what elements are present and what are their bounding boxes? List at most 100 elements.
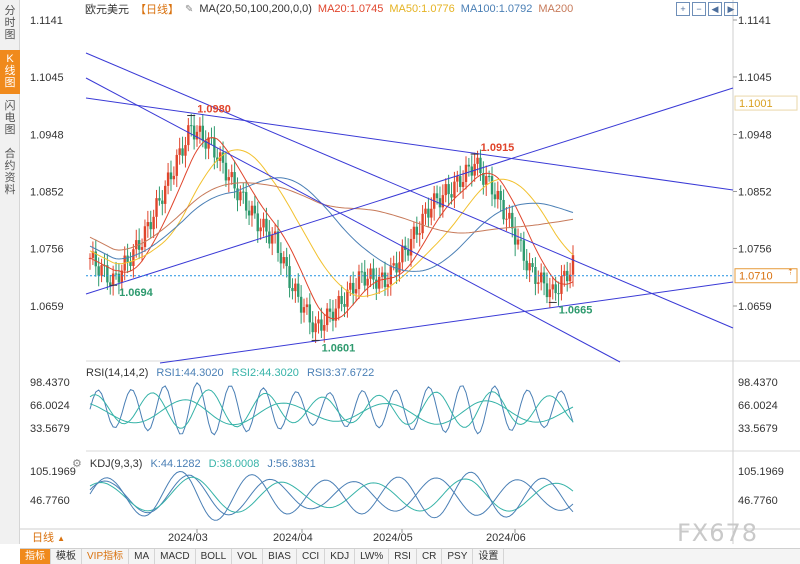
candle-body [522, 240, 526, 261]
kdj-tick-label-right: 105.1969 [738, 466, 784, 478]
candle-body [386, 284, 390, 288]
rsi1-value: RSI1:44.3020 [156, 366, 224, 379]
candle-body [453, 181, 456, 198]
candle-body [317, 319, 320, 324]
candle-body [406, 250, 410, 256]
candle-body [305, 304, 309, 308]
candle-body [129, 261, 132, 266]
candle-body [392, 263, 395, 266]
candle-body [340, 295, 343, 305]
period-label: 【日线】 [135, 4, 179, 16]
kdj-tick-label-right: 46.7760 [738, 495, 778, 507]
price-tick-label-right: 1.1141 [738, 15, 771, 27]
ma100-line [89, 177, 574, 272]
candle-body [427, 208, 430, 218]
candle-body [357, 271, 361, 290]
indicator-tab-template[interactable]: 模板 [51, 549, 82, 564]
candle-body [236, 188, 239, 201]
indicator-tab-lw[interactable]: LW% [355, 549, 390, 564]
indicator-tab-vip[interactable]: VIP指标 [82, 549, 130, 564]
candle-body [542, 272, 546, 284]
zoom-in-icon[interactable]: + [676, 2, 690, 16]
low-annotation: 1.0665 [559, 304, 593, 316]
tab-lightning[interactable]: 闪电图 [4, 100, 16, 136]
candle-body [117, 273, 121, 283]
price-tick-label-left: 1.0852 [30, 186, 64, 198]
indicator-tab-rsi[interactable]: RSI [389, 549, 417, 564]
marker-price-tag [734, 95, 798, 111]
rsi-title[interactable]: RSI(14,14,2) [86, 366, 149, 379]
candle-body [568, 274, 572, 282]
price-tick-label-right: 1.1045 [738, 72, 772, 84]
trendline-support-lower [159, 281, 734, 364]
price-tick-label-left: 1.1141 [30, 15, 63, 27]
indicator-tab-vol[interactable]: VOL [232, 549, 264, 564]
candle-body [531, 263, 534, 268]
kdj-d-value: D:38.0008 [208, 457, 260, 470]
trendline-support-rising [85, 87, 734, 295]
zoom-out-icon[interactable]: − [692, 2, 706, 16]
scroll-right-icon[interactable]: ▶ [724, 2, 738, 16]
rsi-tick-label-left: 33.5679 [30, 423, 70, 435]
indicator-tab-boll[interactable]: BOLL [196, 549, 233, 564]
indicator-tab-cr[interactable]: CR [417, 549, 443, 564]
candle-body [271, 234, 274, 244]
indicator-tab-settings[interactable]: 设置 [473, 549, 505, 564]
indicator-tab-bias[interactable]: BIAS [263, 549, 297, 564]
candle-body [328, 308, 332, 312]
kdj-j-value: J:56.3831 [267, 457, 316, 470]
chart-canvas[interactable]: 1.1141 1.1141 1.1045 1.1045 1.0948 1.0948 1.08… [0, 0, 800, 548]
candle-body [346, 289, 349, 307]
candle-body [256, 213, 259, 232]
edit-icon[interactable]: ✎ [185, 3, 194, 15]
price-tick-label-left: 1.1045 [30, 72, 64, 84]
indicator-tab-kdj[interactable]: KDJ [325, 549, 356, 564]
ma200-line [89, 182, 574, 251]
indicator-tab-psy[interactable]: PSY [442, 549, 474, 564]
candle-body [114, 273, 118, 275]
scroll-left-icon[interactable]: ◀ [708, 2, 722, 16]
candle-body [288, 266, 291, 288]
indicator-tab-macd[interactable]: MACD [155, 549, 196, 564]
candle-body [273, 231, 277, 235]
candle-body [299, 296, 303, 313]
candle-body [343, 304, 346, 307]
candle-body [351, 282, 355, 294]
candle-body [375, 279, 378, 289]
candle-body [276, 231, 280, 253]
chevron-up-icon: ▲ [57, 534, 65, 543]
candle-body [398, 262, 401, 273]
candle-body [149, 222, 152, 230]
candle-body [239, 191, 242, 201]
kdj-tick-label-left: 105.1969 [30, 466, 76, 478]
tab-contract-info[interactable]: 合约资料 [4, 148, 16, 196]
candle-body [513, 228, 517, 245]
current-price-value: 1.0710 [739, 271, 773, 283]
date-tick-label: 2024/03 [168, 532, 208, 544]
kdj-settings-icon[interactable]: ⚙ [72, 458, 82, 470]
candle-body [221, 152, 225, 163]
candle-body [331, 311, 335, 321]
rsi-header: RSI(14,14,2) RSI1:44.3020 RSI2:44.3020 R… [86, 366, 374, 379]
indicator-tab-ma[interactable]: MA [129, 549, 156, 564]
candle-body [323, 325, 326, 331]
ma50-line [89, 149, 574, 297]
tab-kline[interactable]: K线图 [0, 50, 20, 94]
ma-settings[interactable]: MA(20,50,100,200,0,0) [199, 3, 312, 15]
candle-body [282, 257, 285, 264]
indicator-tab-index[interactable]: 指标 [20, 549, 51, 564]
chart-header: 欧元美元 【日线】 ✎ MA(20,50,100,200,0,0) MA20:1… [85, 2, 573, 16]
ma20-value: MA20:1.0745 [317, 3, 384, 15]
candle-body [126, 255, 129, 262]
candle-body [548, 289, 552, 298]
kdj-title[interactable]: KDJ(9,3,3) [89, 457, 143, 470]
period-selector[interactable]: 日线 ▲ [22, 531, 80, 546]
current-price-tag [734, 268, 798, 284]
candle-body [297, 283, 300, 297]
indicator-bar: 指标 模板 VIP指标 MA MACD BOLL VOL BIAS CCI KD… [20, 548, 800, 564]
candle-body [511, 212, 514, 229]
indicator-tab-cci[interactable]: CCI [297, 549, 326, 564]
candle-body [190, 125, 193, 127]
candle-body [172, 175, 176, 180]
tab-timeshare[interactable]: 分时图 [4, 5, 16, 41]
